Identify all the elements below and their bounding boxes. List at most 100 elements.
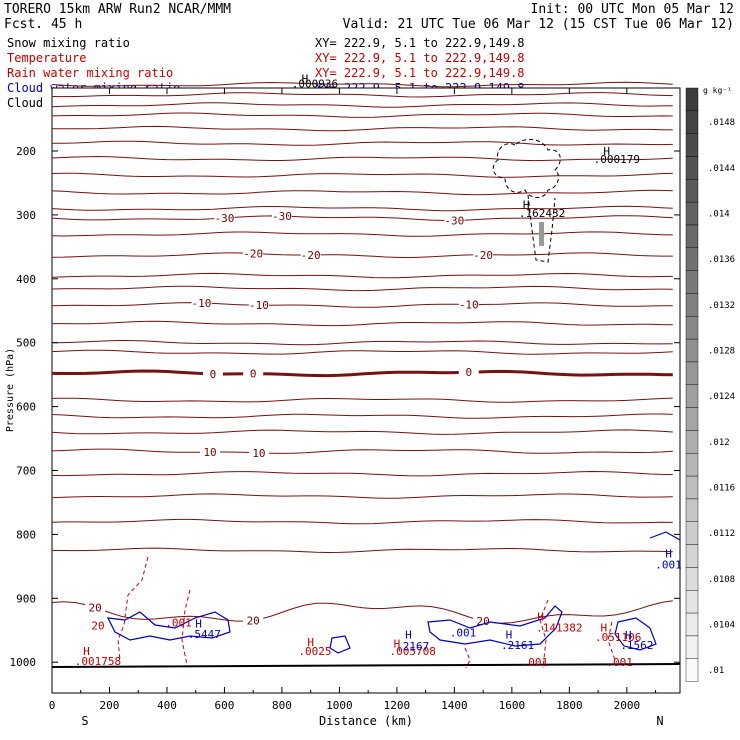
- colorbar-swatch: [685, 384, 699, 408]
- isotherm-label-bg: [248, 447, 269, 458]
- annotation-label: .001: [450, 627, 477, 640]
- isotherm-label-bg: [243, 248, 264, 259]
- x-tick-label: 1600: [499, 699, 526, 712]
- isotherm-label-bg: [202, 368, 223, 379]
- legend-label: Rain water mixing ratio: [7, 66, 173, 80]
- isotherm-label: 20: [476, 615, 489, 628]
- colorbar-swatch: [685, 567, 699, 591]
- colorbar-swatch: [685, 133, 699, 157]
- colorbar-label: .0108: [708, 575, 735, 585]
- isotherm-line: [51, 448, 673, 454]
- colorbar-swatch: [685, 338, 699, 363]
- colorbar-label: .0128: [708, 347, 735, 357]
- annotation-label: H: [302, 73, 309, 86]
- isotherm-label-bg: [458, 367, 479, 378]
- y-tick-label: 700: [16, 465, 36, 478]
- contour-line: [51, 155, 673, 162]
- annotation-label: H: [537, 611, 544, 624]
- colorbar-swatch: [685, 453, 699, 477]
- isotherm-label-bg: [444, 215, 465, 226]
- y-axis-title: Pressure (hPa): [5, 348, 16, 432]
- colorbar-swatch: [685, 224, 699, 249]
- cloud-ice-contour: [527, 194, 556, 263]
- legend-label: Snow mixing ratio: [7, 36, 130, 50]
- annotation-label: .005708: [390, 645, 436, 658]
- isotherm-label-bg: [300, 249, 321, 260]
- contour-line: [51, 189, 673, 196]
- colorbar-swatch: [685, 590, 699, 614]
- isotherm-label-bg: [473, 616, 494, 627]
- isotherm-line: [51, 369, 673, 378]
- colorbar-swatch: [685, 635, 699, 659]
- isotherm-label-bg: [458, 299, 479, 310]
- x-tick-label: 1400: [441, 699, 468, 712]
- annotation-label: H: [523, 199, 530, 212]
- isotherm-label: -20: [243, 247, 263, 260]
- contour-line: [51, 81, 673, 88]
- colorbar-swatch: [685, 361, 699, 385]
- annotation-label: H: [405, 629, 412, 642]
- colorbar-label: .012: [708, 438, 730, 448]
- contour-line: [51, 172, 673, 178]
- isotherm-label-bg: [473, 249, 494, 260]
- contour-line: [52, 125, 673, 132]
- south-label: S: [81, 714, 88, 728]
- isotherm-label: -10: [192, 297, 212, 310]
- colorbar-label: .014: [708, 210, 730, 220]
- annotation-label: .000936: [292, 78, 338, 91]
- y-tick-label: 400: [16, 273, 36, 286]
- contour-line: [51, 349, 673, 355]
- isotherm-label: 20: [247, 614, 260, 627]
- annotation-label: .001: [655, 558, 682, 571]
- x-tick-label: 1800: [556, 699, 583, 712]
- x-tick-label: 1000: [326, 699, 353, 712]
- contour-line: [51, 493, 673, 499]
- x-tick-label: 200: [100, 699, 120, 712]
- annotation-label: H: [83, 645, 90, 658]
- colorbar-swatch: [685, 612, 699, 637]
- y-tick-label: 1000: [10, 656, 37, 669]
- colorbar-swatch: [685, 521, 699, 545]
- contour-line: [51, 102, 673, 108]
- valid-time: Valid: 21 UTC Tue 06 Mar 12 (15 CST Tue …: [343, 17, 734, 32]
- contour-line: [51, 518, 673, 525]
- y-tick-label: 900: [16, 592, 36, 605]
- plot-area: -30 -30 -30 -20 -20 -20 -10 -10 -10 0 0 0 10 10 20 20 20…: [10, 73, 682, 712]
- annotation-label: H: [506, 629, 513, 642]
- isotherm-label: -30: [272, 210, 292, 223]
- axes: 0 200 400 600 800 1000 1200 1400 1600 1800 2000200…: [10, 88, 680, 712]
- legend-xy: XY= 222.9, 5.1 to 222.9,149.8: [315, 51, 525, 65]
- north-label: N: [656, 714, 663, 728]
- isotherm-label-bg: [271, 211, 292, 222]
- isotherm-line: [51, 600, 673, 624]
- colorbar-label: .0104: [708, 621, 735, 631]
- colorbar-swatch: [685, 201, 699, 226]
- x-tick-label: 2000: [614, 699, 641, 712]
- y-tick-label: 300: [16, 209, 36, 222]
- contour-line: [51, 470, 673, 477]
- annotation-label: H: [195, 618, 202, 631]
- isotherm-label: 0: [250, 368, 257, 381]
- x-tick-label: 1200: [384, 699, 411, 712]
- colorbar-label: .0132: [708, 301, 735, 311]
- isotherm-label-bg: [243, 615, 264, 626]
- isotherm-label: -20: [301, 249, 321, 262]
- isotherm-label: -10: [249, 299, 269, 312]
- annotation-label: .001: [522, 656, 549, 669]
- annotation-label: .001758: [75, 655, 121, 668]
- isotherm-label: -10: [459, 298, 479, 311]
- colorbar-swatch: [685, 544, 699, 568]
- colorbar-label: .0124: [708, 392, 735, 402]
- contour-line: [51, 397, 673, 403]
- contour-line: [51, 413, 673, 419]
- colorbar-swatch: [685, 179, 699, 203]
- annotation-label: .000179: [594, 153, 640, 166]
- colorbar: g kg⁻¹ .0148 .0144 .014 .0136 .0132 .0128 .012…: [685, 86, 735, 682]
- contour-line: [52, 320, 673, 327]
- y-tick-label: 600: [16, 401, 36, 414]
- rain-contour: [117, 556, 149, 661]
- colorbar-swatch: [685, 430, 699, 454]
- colorbar-swatch: [685, 407, 699, 431]
- colorbar-label: .0144: [708, 164, 735, 174]
